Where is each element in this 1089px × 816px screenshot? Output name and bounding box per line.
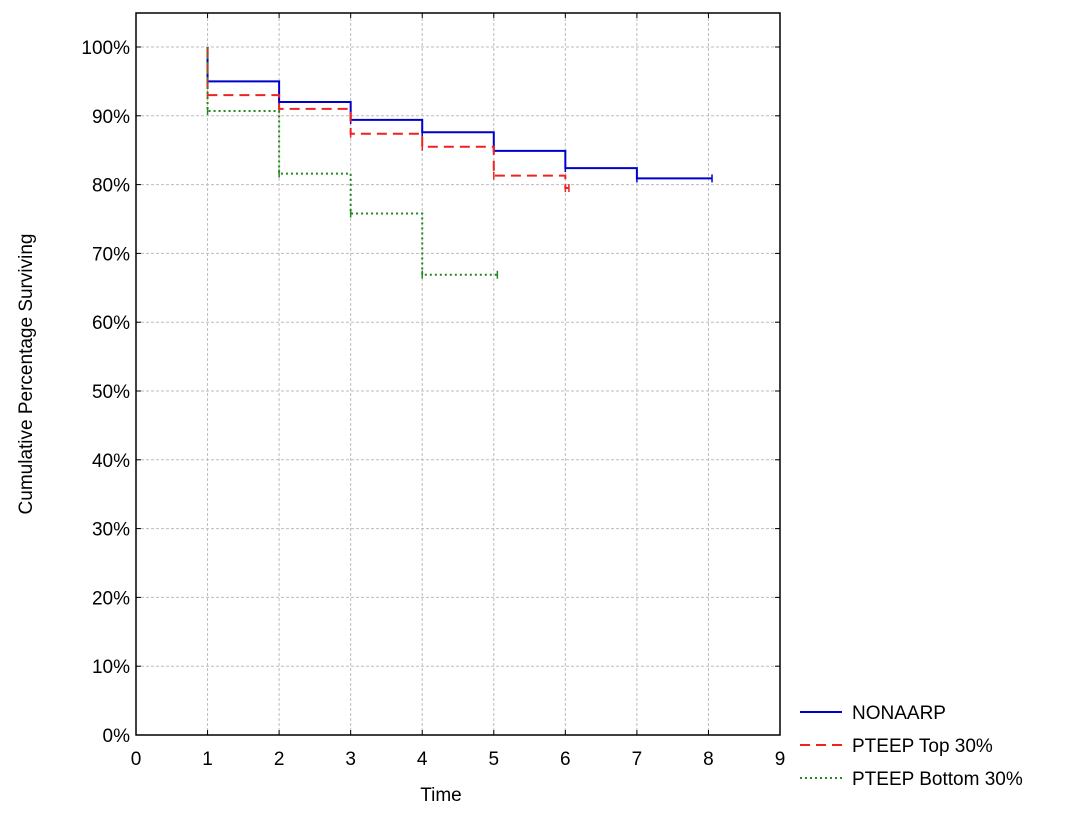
y-axis-title: Cumulative Percentage Surviving: [16, 234, 37, 515]
x-tick-label: 6: [560, 749, 571, 770]
x-tick-label: 4: [417, 749, 428, 770]
y-tick-label: 90%: [92, 107, 130, 128]
y-tick-label: 40%: [92, 451, 130, 472]
x-tick-label: 5: [488, 749, 499, 770]
series-group: [206, 47, 713, 279]
y-tick-label: 20%: [92, 588, 130, 609]
y-tick-label: 10%: [92, 657, 130, 678]
axis-ticks: [135, 13, 781, 736]
legend-label-0: NONAARP: [852, 703, 946, 724]
y-tick-label: 70%: [92, 244, 130, 265]
legend-label-2: PTEEP Bottom 30%: [852, 769, 1023, 790]
legend: NONAARP PTEEP Top 30% PTEEP Bottom 30%: [800, 703, 1023, 790]
grid-lines: [136, 13, 780, 735]
x-tick-label: 2: [274, 749, 285, 770]
y-tick-label: 100%: [81, 38, 130, 59]
x-tick-label: 8: [703, 749, 714, 770]
series-line-2: [206, 47, 498, 276]
y-tick-label: 0%: [103, 726, 131, 747]
legend-label-1: PTEEP Top 30%: [852, 736, 993, 757]
series-line-1: [206, 47, 569, 190]
x-tick-label: 0: [131, 749, 142, 770]
plot-frame: [135, 12, 781, 736]
x-tick-labels: 0 1 2 3 4 5 6 7 8 9: [131, 749, 786, 770]
y-tick-label: 60%: [92, 313, 130, 334]
x-tick-label: 1: [202, 749, 213, 770]
y-tick-label: 80%: [92, 176, 130, 197]
x-tick-label: 3: [345, 749, 356, 770]
y-tick-label: 50%: [92, 382, 130, 403]
y-tick-labels: 0% 10% 20% 30% 40% 50% 60% 70% 80% 90% 100%: [81, 38, 130, 747]
x-tick-label: 7: [632, 749, 643, 770]
x-axis-title: Time: [420, 785, 462, 806]
y-tick-label: 30%: [92, 520, 130, 541]
x-tick-label: 9: [775, 749, 786, 770]
